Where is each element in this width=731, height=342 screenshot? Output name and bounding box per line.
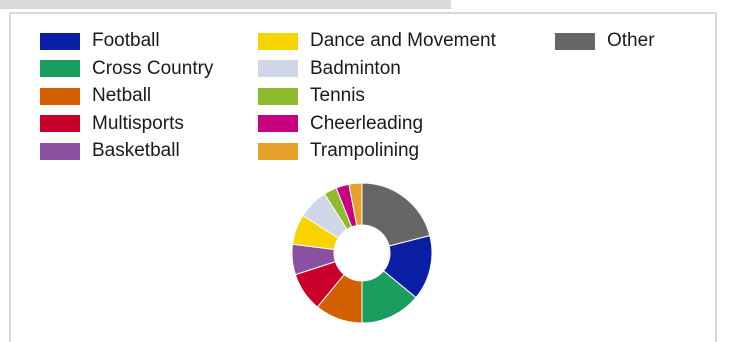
legend-swatch-dance-and-movement [258,32,298,50]
legend-item-cheerleading: Cheerleading [258,113,423,135]
legend-swatch-other [555,32,595,50]
legend-label-basketball: Basketball [92,140,180,161]
legend-item-netball: Netball [40,85,151,107]
legend-swatch-football [40,32,80,50]
legend-label-football: Football [92,30,160,51]
slice-other [361,182,431,247]
legend-item-tennis: Tennis [258,85,365,107]
legend-swatch-cheerleading [258,115,298,132]
legend-item-basketball: Basketball [40,140,180,162]
legend: Football Cross Country Netball Multisports B… [40,30,700,164]
legend-label-dance-and-movement: Dance and Movement [310,30,496,51]
legend-swatch-badminton [258,60,298,77]
legend-label-tennis: Tennis [310,85,365,106]
legend-item-cross-country: Cross Country [40,58,213,80]
slice-trampolining [348,182,363,227]
legend-label-netball: Netball [92,85,152,106]
legend-swatch-tennis [258,87,298,105]
legend-swatch-netball [40,87,80,105]
legend-swatch-multisports [40,115,80,132]
legend-swatch-cross-country [40,60,80,77]
legend-label-trampolining: Trampolining [310,140,420,161]
legend-item-badminton: Badminton [258,58,401,80]
donut-chart [291,182,433,324]
legend-item-other: Other [555,30,655,52]
legend-item-multisports: Multisports [40,113,184,135]
legend-item-football: Football [40,30,160,52]
legend-swatch-trampolining [258,142,298,160]
legend-label-other: Other [607,30,655,51]
top-strip [0,0,451,9]
legend-label-cross-country: Cross Country [92,57,214,79]
legend-item-trampolining: Trampolining [258,140,419,162]
legend-label-cheerleading: Cheerleading [310,112,424,134]
legend-label-multisports: Multisports [92,112,184,134]
legend-item-dance-and-movement: Dance and Movement [258,30,496,52]
legend-label-badminton: Badminton [310,57,401,79]
legend-swatch-basketball [40,142,80,160]
